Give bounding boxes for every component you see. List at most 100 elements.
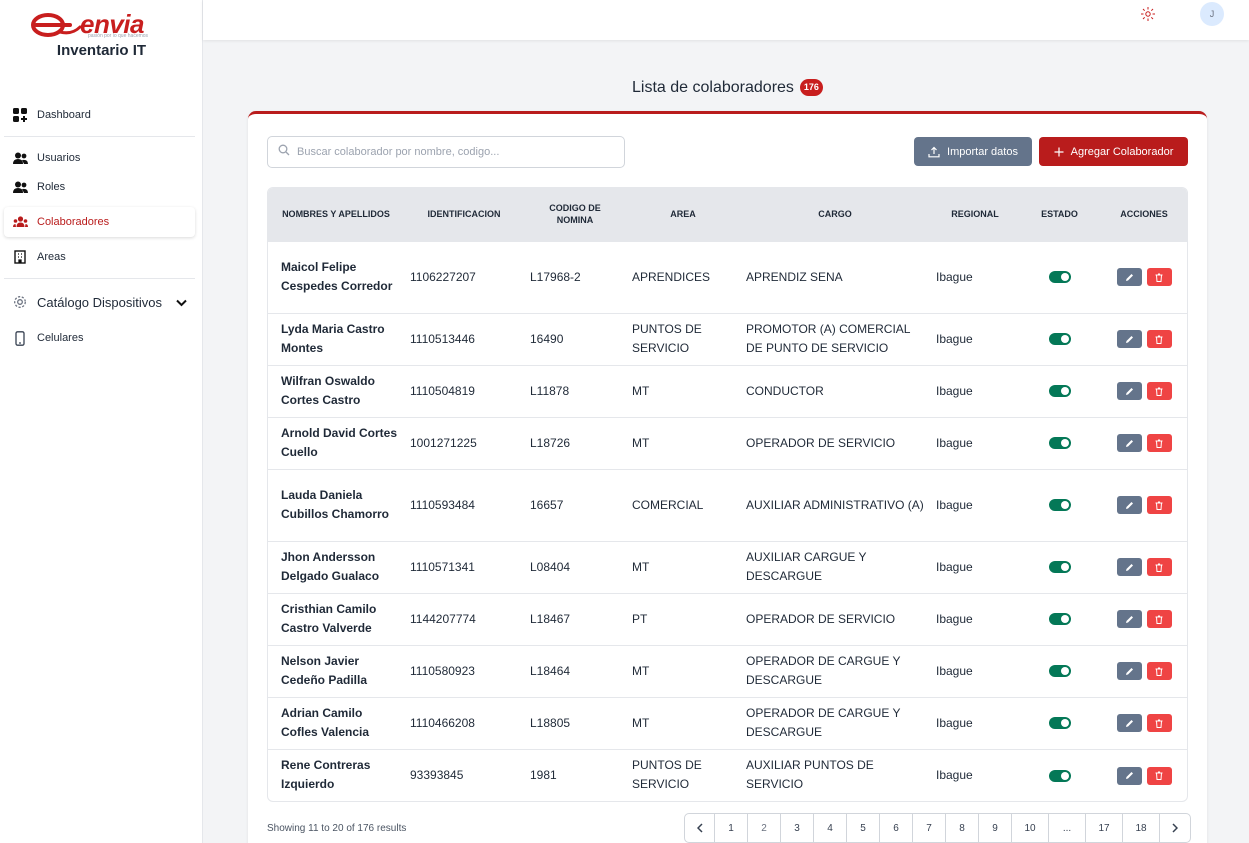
pagination-page-button[interactable]: 18 (1123, 814, 1160, 842)
status-toggle[interactable] (1048, 717, 1071, 730)
add-collaborator-button[interactable]: Agregar Colaborador (1039, 137, 1188, 166)
delete-button[interactable] (1146, 766, 1172, 785)
status-toggle[interactable] (1048, 437, 1071, 450)
status-toggle[interactable] (1048, 769, 1071, 782)
cell-regional: Ibague (930, 364, 1020, 417)
column-header-codigo: CODIGO DE NOMINA (524, 188, 626, 241)
search-input[interactable] (297, 146, 617, 158)
pagination-page-button[interactable]: 3 (781, 814, 814, 842)
status-toggle[interactable] (1048, 613, 1071, 626)
delete-button[interactable] (1146, 268, 1172, 287)
pagination-page-button[interactable]: 7 (913, 814, 946, 842)
pagination-page-button[interactable]: 10 (1012, 814, 1049, 842)
column-header-estado: ESTADO (1020, 188, 1099, 241)
status-toggle[interactable] (1048, 333, 1071, 346)
pagination-page-button[interactable]: 1 (715, 814, 748, 842)
trash-icon (1155, 771, 1163, 781)
import-data-label: Importar datos (947, 145, 1018, 158)
cell-estado (1020, 240, 1099, 313)
pagination-page-button[interactable]: 17 (1086, 814, 1123, 842)
cell-area: MT (626, 696, 740, 749)
status-toggle[interactable] (1048, 561, 1071, 574)
delete-button[interactable] (1146, 496, 1172, 515)
edit-button[interactable] (1116, 714, 1142, 733)
pagination-page-button[interactable]: 4 (814, 814, 847, 842)
collaborators-card: Importar datos Agregar Colaborador NOMBR… (248, 111, 1207, 843)
sidebar-item-dashboard[interactable]: Dashboard (4, 100, 195, 130)
pencil-icon (1125, 719, 1133, 727)
status-toggle[interactable] (1048, 499, 1071, 512)
pagination-page-button[interactable]: 8 (946, 814, 979, 842)
edit-button[interactable] (1116, 766, 1142, 785)
pagination-prev-button[interactable] (685, 814, 715, 842)
cell-codigo-nomina: 16657 (524, 468, 626, 541)
edit-button[interactable] (1116, 496, 1142, 515)
search-box[interactable] (267, 136, 625, 168)
trash-icon (1155, 387, 1163, 396)
sidebar-item-colaboradores[interactable]: Colaboradores (4, 207, 195, 237)
cell-acciones (1099, 540, 1187, 593)
table-row: Maicol Felipe Cespedes Corredor 110622720… (268, 240, 1187, 313)
cell-estado (1020, 468, 1099, 541)
pencil-icon (1125, 667, 1133, 675)
cell-identificacion: 1144207774 (404, 592, 524, 645)
table-row: Lyda Maria Castro Montes 1110513446 16490 P… (268, 312, 1187, 365)
pagination-page-button[interactable]: 5 (847, 814, 880, 842)
sidebar-item-catalogo-dispositivos[interactable]: Catálogo Dispositivos (4, 287, 195, 317)
user-avatar[interactable]: J (1200, 2, 1224, 26)
cell-estado (1020, 416, 1099, 469)
pagination-page-button[interactable]: 9 (979, 814, 1012, 842)
delete-button[interactable] (1146, 330, 1172, 349)
edit-button[interactable] (1116, 558, 1142, 577)
pagination-next-button[interactable] (1160, 814, 1190, 842)
sun-icon[interactable] (1140, 6, 1156, 22)
pencil-icon (1125, 772, 1133, 780)
delete-button[interactable] (1146, 610, 1172, 629)
brand-logo[interactable]: envia pasión por lo que hacemos (30, 11, 170, 39)
delete-button[interactable] (1146, 558, 1172, 577)
delete-button[interactable] (1146, 662, 1172, 681)
status-toggle[interactable] (1048, 665, 1071, 678)
pagination-page-button[interactable]: 2 (748, 814, 781, 842)
sidebar-item-label: Celulares (37, 332, 84, 344)
delete-button[interactable] (1146, 382, 1172, 401)
trash-icon (1155, 719, 1163, 728)
cell-acciones (1099, 748, 1187, 801)
chevron-right-icon (1172, 823, 1178, 833)
sidebar-item-areas[interactable]: Areas (4, 242, 195, 272)
edit-button[interactable] (1116, 268, 1142, 287)
gear-icon (12, 294, 28, 310)
phone-icon (12, 330, 28, 346)
cell-regional: Ibague (930, 312, 1020, 365)
team-icon (12, 214, 28, 230)
sidebar-item-usuarios[interactable]: Usuarios (4, 143, 195, 173)
cell-area: PT (626, 592, 740, 645)
pagination-page-button[interactable]: 6 (880, 814, 913, 842)
status-toggle[interactable] (1048, 385, 1071, 398)
cell-acciones (1099, 416, 1187, 469)
edit-button[interactable] (1116, 434, 1142, 453)
cell-acciones (1099, 240, 1187, 313)
edit-button[interactable] (1116, 662, 1142, 681)
column-header-identificacion: IDENTIFICACION (404, 188, 524, 241)
sidebar-item-roles[interactable]: Roles (4, 172, 195, 202)
cell-cargo: APRENDIZ SENA (740, 240, 930, 313)
sidebar-item-celulares[interactable]: Celulares (4, 323, 195, 353)
status-toggle[interactable] (1048, 271, 1071, 284)
edit-button[interactable] (1116, 330, 1142, 349)
cell-cargo: AUXILIAR PUNTOS DE SERVICIO (740, 748, 930, 801)
delete-button[interactable] (1146, 434, 1172, 453)
page-title-text: Lista de colaboradores (632, 79, 794, 96)
pencil-icon (1125, 335, 1133, 343)
delete-button[interactable] (1146, 714, 1172, 733)
cell-identificacion: 1110580923 (404, 644, 524, 697)
cell-regional: Ibague (930, 416, 1020, 469)
sidebar-item-label: Catálogo Dispositivos (37, 294, 163, 310)
cell-acciones (1099, 696, 1187, 749)
edit-button[interactable] (1116, 382, 1142, 401)
sidebar: envia pasión por lo que hacemos Inventar… (0, 0, 203, 843)
column-header-area: AREA (626, 188, 740, 241)
edit-button[interactable] (1116, 610, 1142, 629)
import-data-button[interactable]: Importar datos (914, 137, 1032, 166)
table-row: Adrian Camilo Cofles Valencia 1110466208 L… (268, 696, 1187, 749)
